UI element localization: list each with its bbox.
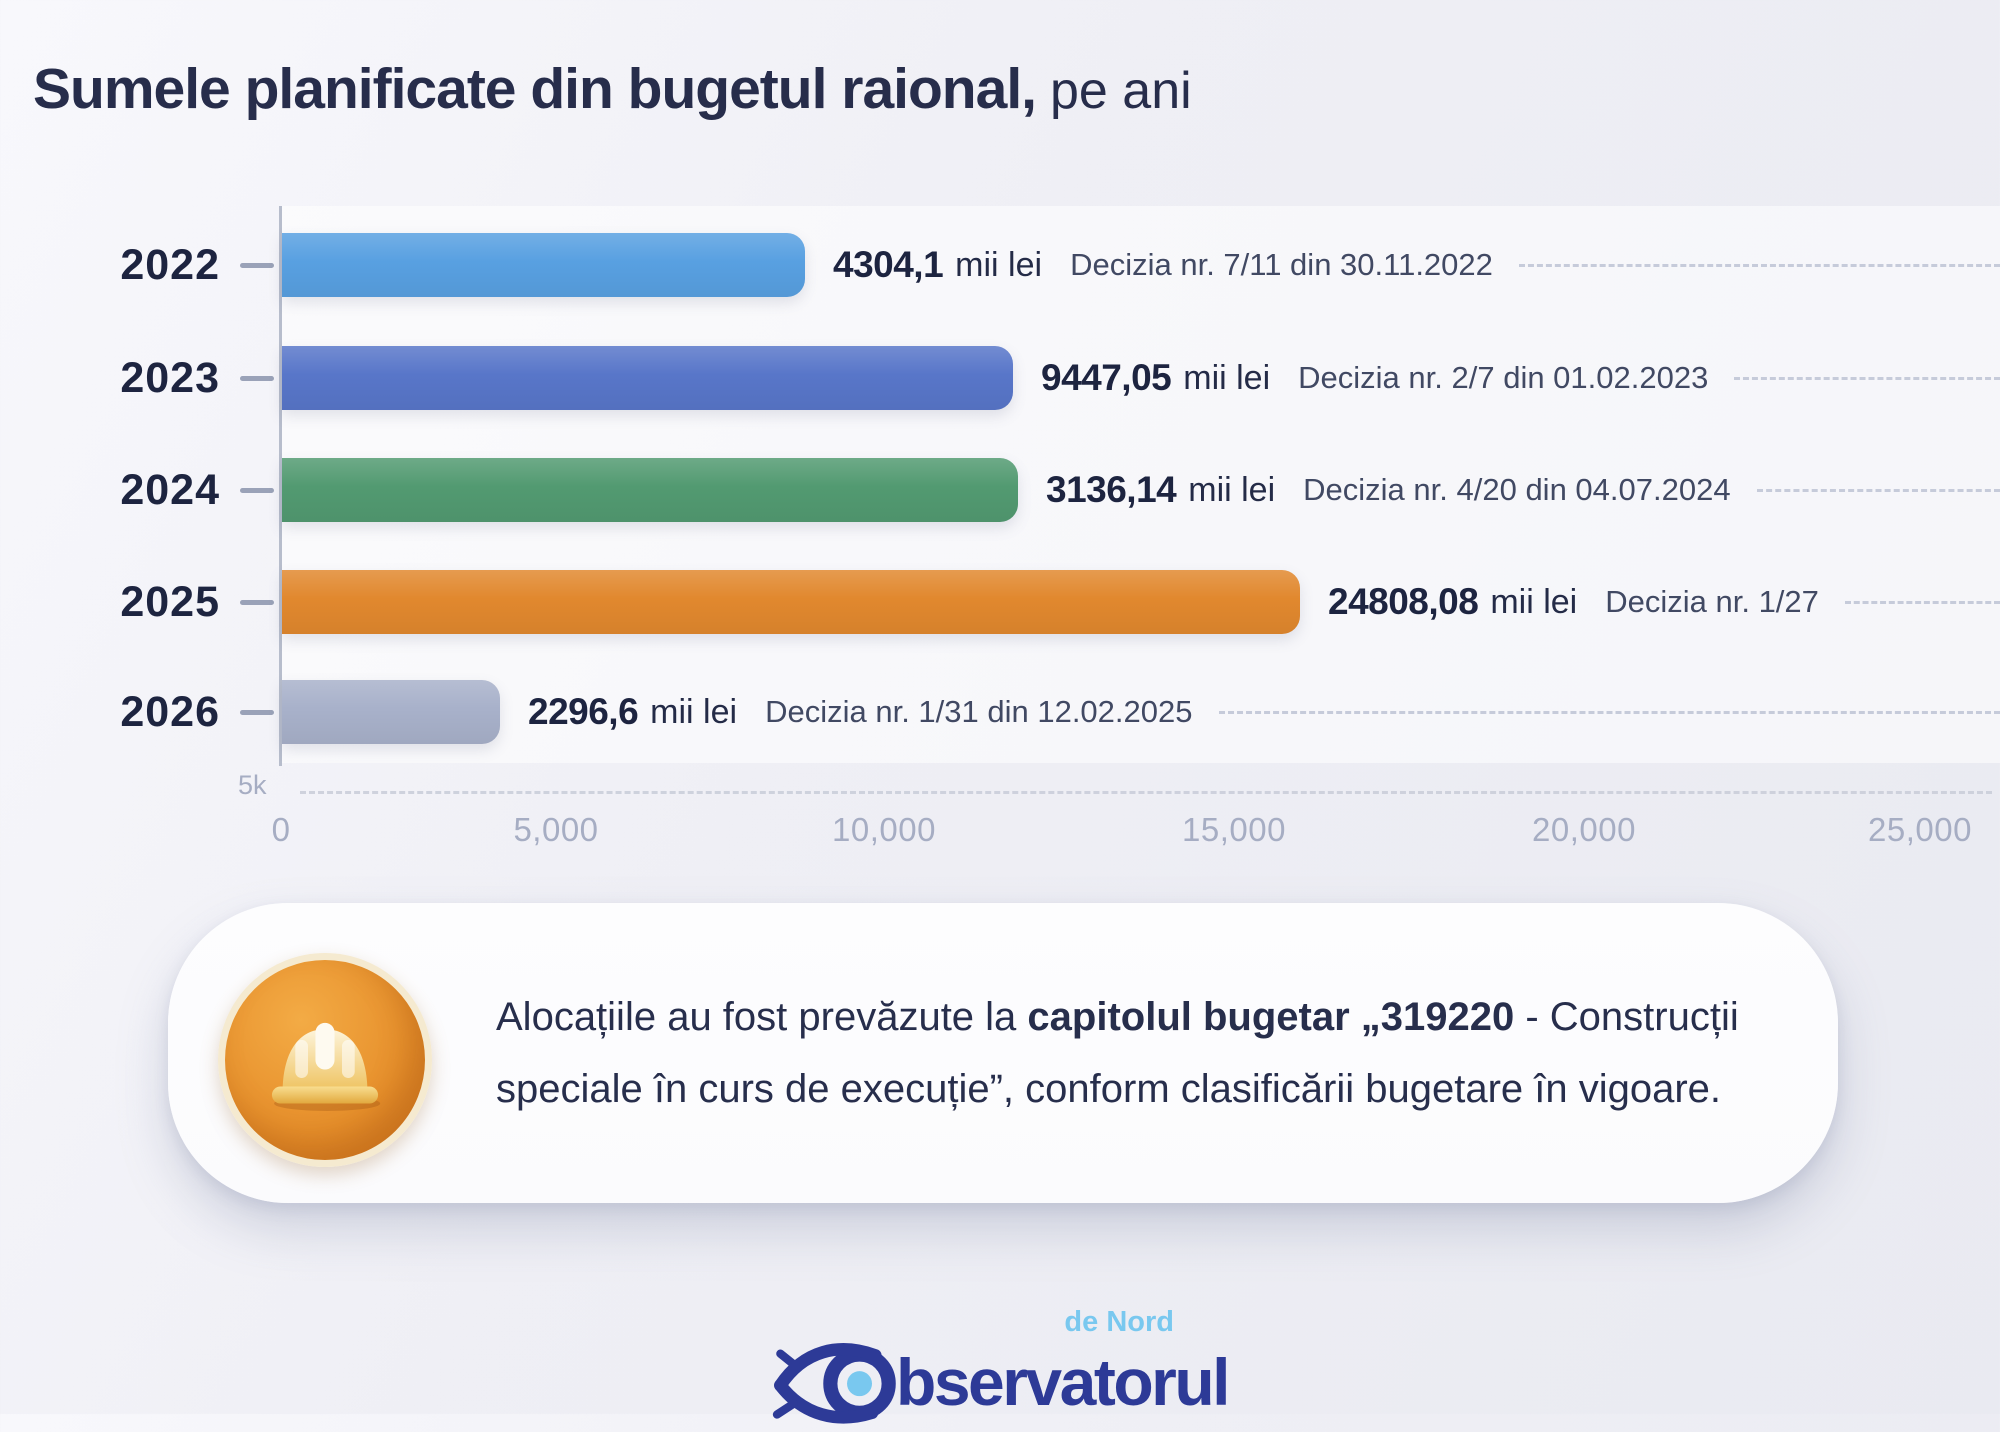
trailing-dashed-line — [1219, 711, 2000, 714]
note-text: Alocațiile au fost prevăzute la capitolu… — [496, 981, 1772, 1125]
trailing-dashed-line — [1757, 489, 2000, 492]
note-text-wrap: Alocațiile au fost prevăzute la capitolu… — [496, 903, 1772, 1203]
bar-decision-label: Decizia nr. 1/27 — [1605, 584, 1819, 620]
bar-value-label: 9447,05 — [1041, 357, 1171, 399]
bar-unit-label: mii lei — [650, 693, 737, 732]
year-label: 2022 — [40, 233, 220, 297]
year-tick-dash — [240, 600, 274, 605]
bar-decision-label: Decizia nr. 4/20 din 04.07.2024 — [1303, 472, 1730, 508]
bar-row-2024: 2024 3136,14 mii lei Decizia nr. 4/20 din 0… — [0, 458, 2000, 522]
bar-unit-label: mii lei — [1183, 359, 1270, 398]
year-tick-dash — [240, 710, 274, 715]
bar-decision-label: Decizia nr. 1/31 din 12.02.2025 — [765, 694, 1192, 730]
page-title-suffix: pe ani — [1050, 62, 1192, 120]
trailing-dashed-line — [1734, 377, 2000, 380]
year-tick-dash — [240, 376, 274, 381]
bar-unit-label: mii lei — [955, 246, 1042, 285]
x-tick-label: 20,000 — [1532, 811, 1636, 849]
year-tick-dash — [240, 488, 274, 493]
bar-row-labels: 2296,6 mii lei Decizia nr. 1/31 din 12.02.… — [528, 680, 2000, 744]
page-title-main: Sumele planificate din bugetul raional, — [33, 57, 1036, 121]
year-label: 2025 — [40, 570, 220, 634]
logo-superscript: de Nord — [1064, 1306, 1174, 1339]
bar-decision-label: Decizia nr. 2/7 din 01.02.2023 — [1298, 360, 1708, 396]
bar-value-label: 4304,1 — [833, 244, 943, 286]
page-title: Sumele planificate din bugetul raional,p… — [33, 56, 1192, 122]
year-label: 2023 — [40, 346, 220, 410]
trailing-dashed-line — [1519, 264, 2000, 267]
note-text-segment: Alocațiile au fost prevăzute la — [496, 995, 1027, 1039]
bar-2023 — [282, 346, 1013, 410]
gridline-dashed — [300, 791, 1992, 794]
year-label: 2026 — [40, 680, 220, 744]
hard-hat-icon — [218, 953, 432, 1167]
logo-wordmark: bservatorul — [896, 1349, 1228, 1415]
x-tick-label: 15,000 — [1182, 811, 1286, 849]
bar-decision-label: Decizia nr. 7/11 din 30.11.2022 — [1070, 247, 1493, 283]
bar-row-labels: 4304,1 mii lei Decizia nr. 7/11 din 30.11.… — [833, 233, 2000, 297]
bar-value-label: 24808,08 — [1328, 581, 1478, 623]
bar-value-label: 3136,14 — [1046, 469, 1176, 511]
bar-row-2022: 2022 4304,1 mii lei Decizia nr. 7/11 din 30… — [0, 233, 2000, 297]
bar-2024 — [282, 458, 1018, 522]
x-tick-label: 25,000 — [1868, 811, 1972, 849]
bar-2025 — [282, 570, 1300, 634]
bar-2022 — [282, 233, 805, 297]
x-tick-label: 0 — [272, 811, 291, 849]
year-label: 2024 — [40, 458, 220, 522]
x-tick-label: 10,000 — [832, 811, 936, 849]
bar-row-2023: 2023 9447,05 mii lei Decizia nr. 2/7 din 01… — [0, 346, 2000, 410]
bar-unit-label: mii lei — [1490, 583, 1577, 622]
x-tick-label: 5,000 — [513, 811, 598, 849]
bar-row-2025: 2025 24808,08 mii lei Decizia nr. 1/27 — [0, 570, 2000, 634]
note-card: Alocațiile au fost prevăzute la capitolu… — [168, 903, 1838, 1203]
bar-value-label: 2296,6 — [528, 691, 638, 733]
axis-extra-label: 5k — [238, 770, 267, 801]
bar-2026 — [282, 680, 500, 744]
bar-row-2026: 2026 2296,6 mii lei Decizia nr. 1/31 din 12… — [0, 680, 2000, 744]
note-text-bold-segment: capitolul bugetar „319220 — [1027, 995, 1514, 1039]
logo-observatorul: bservatorul de Nord — [772, 1306, 1228, 1432]
bar-unit-label: mii lei — [1188, 471, 1275, 510]
bar-row-labels: 24808,08 mii lei Decizia nr. 1/27 — [1328, 570, 2000, 634]
bar-row-labels: 9447,05 mii lei Decizia nr. 2/7 din 01.02.… — [1041, 346, 2000, 410]
trailing-dashed-line — [1845, 601, 2000, 604]
year-tick-dash — [240, 263, 274, 268]
bar-row-labels: 3136,14 mii lei Decizia nr. 4/20 din 04.07… — [1046, 458, 2000, 522]
